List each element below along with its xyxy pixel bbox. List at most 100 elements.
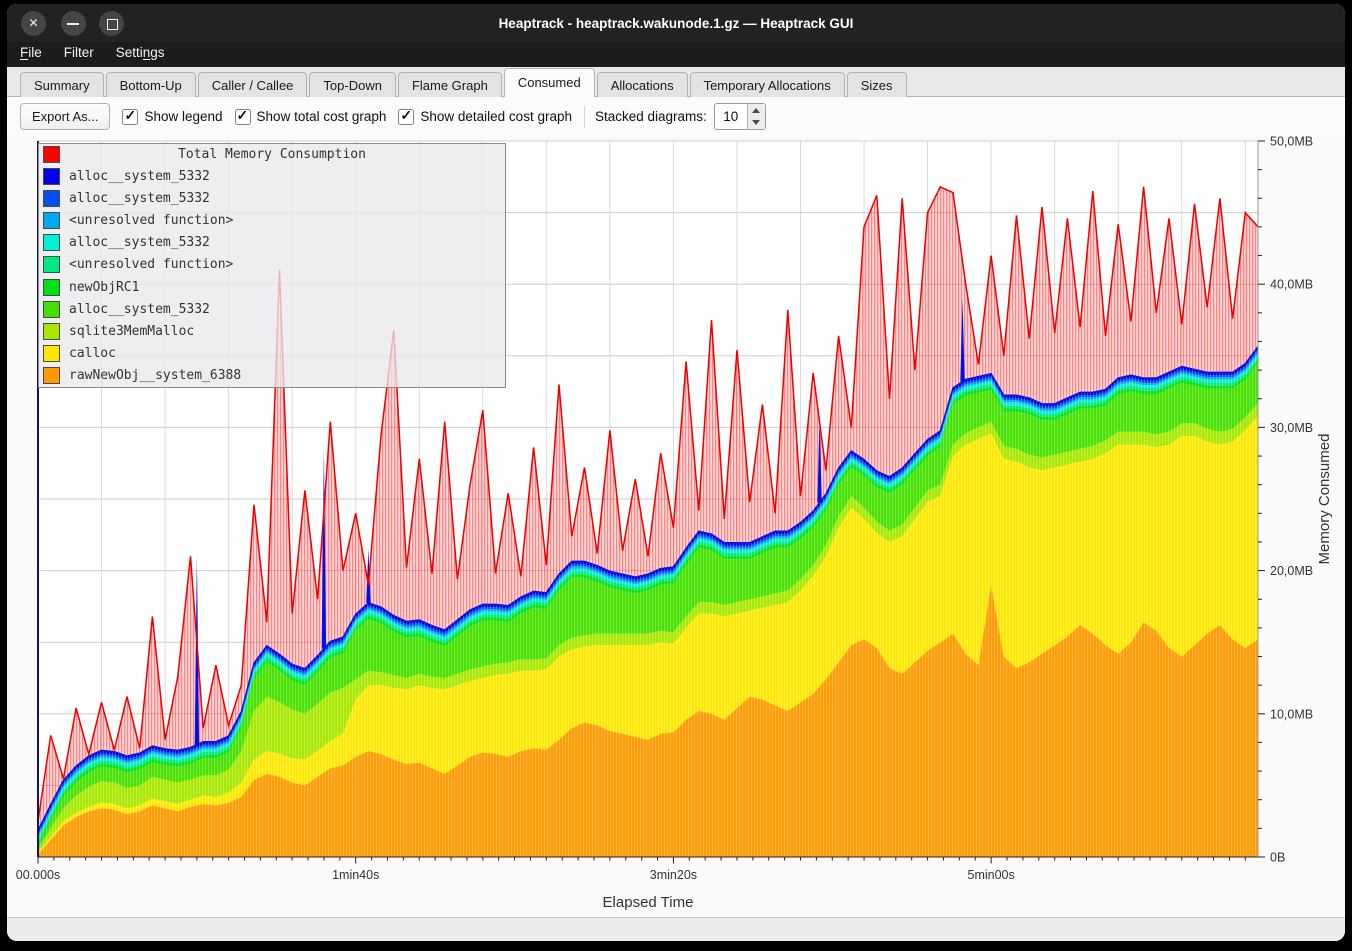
series-hatch [38,363,1258,850]
spin-up-button[interactable] [748,104,765,117]
y-axis-title: Memory Consumed [1316,434,1333,565]
blue-spike [817,418,822,503]
tab-allocations[interactable]: Allocations [596,72,688,97]
legend-swatch [43,256,60,274]
axis-labels: 00.000s 1min40s 3min20s 5min00s 0B 10,0MB 20,0… [16,136,1313,882]
blue-spike [960,298,965,382]
checkbox-label: Show legend [144,109,223,124]
checkbox-box[interactable]: ✓ [122,106,139,125]
y-tick-label: 30,0MB [1270,421,1313,435]
tab-bottom-up[interactable]: Bottom-Up [105,72,196,97]
tab-temporary-allocations[interactable]: Temporary Allocations [689,72,845,97]
spin-up-icon [751,108,760,113]
checkbox-show-total-cost-graph[interactable]: ✓ Show total cost graph [234,106,387,125]
x-tick-label: 3min20s [650,868,697,882]
minimize-button[interactable] [61,11,86,36]
tab-caller-callee[interactable]: Caller / Callee [197,72,308,97]
heaptrack-window: ✕ Heaptrack - heaptrack.wakunode.1.gz — … [7,4,1345,941]
legend-swatch [43,366,60,384]
check-icon: ✓ [124,106,137,123]
legend-label: alloc__system_5332 [69,169,210,185]
close-button[interactable]: ✕ [21,11,46,36]
y-tick-label: 0B [1270,851,1285,865]
legend-swatch [43,278,60,296]
toolbar-separator [583,105,585,128]
y-tick-label: 40,0MB [1270,278,1313,292]
menu-item-file[interactable]: File [20,45,42,60]
legend-title: Total Memory Consumption [178,147,366,162]
legend-swatch [43,212,60,230]
legend-title-row: Total Memory Consumption [39,144,505,166]
series-total-hatch [38,186,1258,831]
window-title: Heaptrack - heaptrack.wakunode.1.gz — He… [498,16,854,31]
legend-swatch [43,322,60,340]
legend-swatch [43,344,60,362]
status-strip [7,917,1345,941]
x-tick-label: 1min40s [332,868,379,882]
checkbox-box[interactable]: ✓ [398,106,415,125]
legend-label: newObjRC1 [69,279,140,295]
y-tick-label: 10,0MB [1270,707,1313,721]
tab-top-down[interactable]: Top-Down [309,72,396,97]
check-icon: ✓ [236,106,249,123]
chart-content [38,185,1258,857]
toolbar: Export As... ✓ Show legend ✓ Show total cos… [7,97,1345,136]
check-icon: ✓ [400,106,413,123]
legend-row: newObjRC1 [39,277,505,299]
legend-row: sqlite3MemMalloc [39,321,505,343]
tab-sizes[interactable]: Sizes [846,72,907,97]
legend-label: alloc__system_5332 [69,301,210,317]
y-tick-label: 50,0MB [1270,136,1313,149]
tabbar: Summary Bottom-Up Caller / Callee Top-Down F… [7,67,1345,97]
legend-label: alloc__system_5332 [69,191,210,207]
checkbox-show-legend[interactable]: ✓ Show legend [122,106,223,125]
tab-summary[interactable]: Summary [20,72,104,97]
x-tick-label: 00.000s [16,868,60,882]
legend-row: rawNewObj__system_6388 [39,365,505,387]
stacked-diagrams-value[interactable]: 10 [723,109,739,124]
legend-label: <unresolved function> [69,213,234,229]
legend-swatch [43,234,60,252]
menu-item-settings[interactable]: Settings [115,45,165,60]
legend-label: alloc__system_5332 [69,235,210,251]
titlebar: ✕ Heaptrack - heaptrack.wakunode.1.gz — … [7,4,1345,42]
legend-row: <unresolved function> [39,254,505,276]
legend-label: rawNewObj__system_6388 [69,367,242,383]
spin-down-icon [751,119,760,125]
chart-legend: Total Memory Consumption alloc__system_53… [38,143,506,389]
stack-top-line [38,346,1258,831]
y-tick-label: 20,0MB [1270,564,1313,578]
stacked-diagrams-spinbox[interactable]: 10 [713,103,766,130]
checkbox-label: Show detailed cost graph [420,109,572,124]
total-line [38,185,1258,822]
menubar: File Filter Settings [7,42,1345,67]
legend-row: calloc [39,343,505,365]
x-axis-title: Elapsed Time [603,894,694,911]
x-tick-label: 5min00s [968,868,1015,882]
legend-row: alloc__system_5332 [39,232,505,254]
series-hatch [38,415,1258,855]
checkbox-label: Show total cost graph [256,109,387,124]
memory-consumption-chart: 00.000s 1min40s 3min20s 5min00s 0B 10,0MB 20,0… [7,136,1345,917]
checkbox-box[interactable]: ✓ [234,106,251,125]
legend-label: calloc [69,345,116,361]
legend-row: <unresolved function> [39,210,505,232]
legend-swatch [43,146,60,163]
legend-row: alloc__system_5332 [39,188,505,210]
export-as-button[interactable]: Export As... [20,103,111,130]
menu-item-filter[interactable]: Filter [63,45,94,60]
blue-spike [366,549,371,603]
maximize-icon [106,18,118,30]
maximize-button[interactable] [99,11,124,36]
tab-consumed[interactable]: Consumed [503,68,595,97]
checkbox-show-detailed-cost-graph[interactable]: ✓ Show detailed cost graph [398,106,572,125]
minimize-icon [67,23,79,25]
tab-flame-graph[interactable]: Flame Graph [397,72,502,97]
legend-label: sqlite3MemMalloc [69,323,195,339]
legend-row: alloc__system_5332 [39,299,505,321]
legend-swatch [43,300,60,318]
legend-row: alloc__system_5332 [39,166,505,188]
blue-spike [321,448,327,649]
legend-swatch [43,168,60,186]
spin-down-button[interactable] [748,117,765,130]
